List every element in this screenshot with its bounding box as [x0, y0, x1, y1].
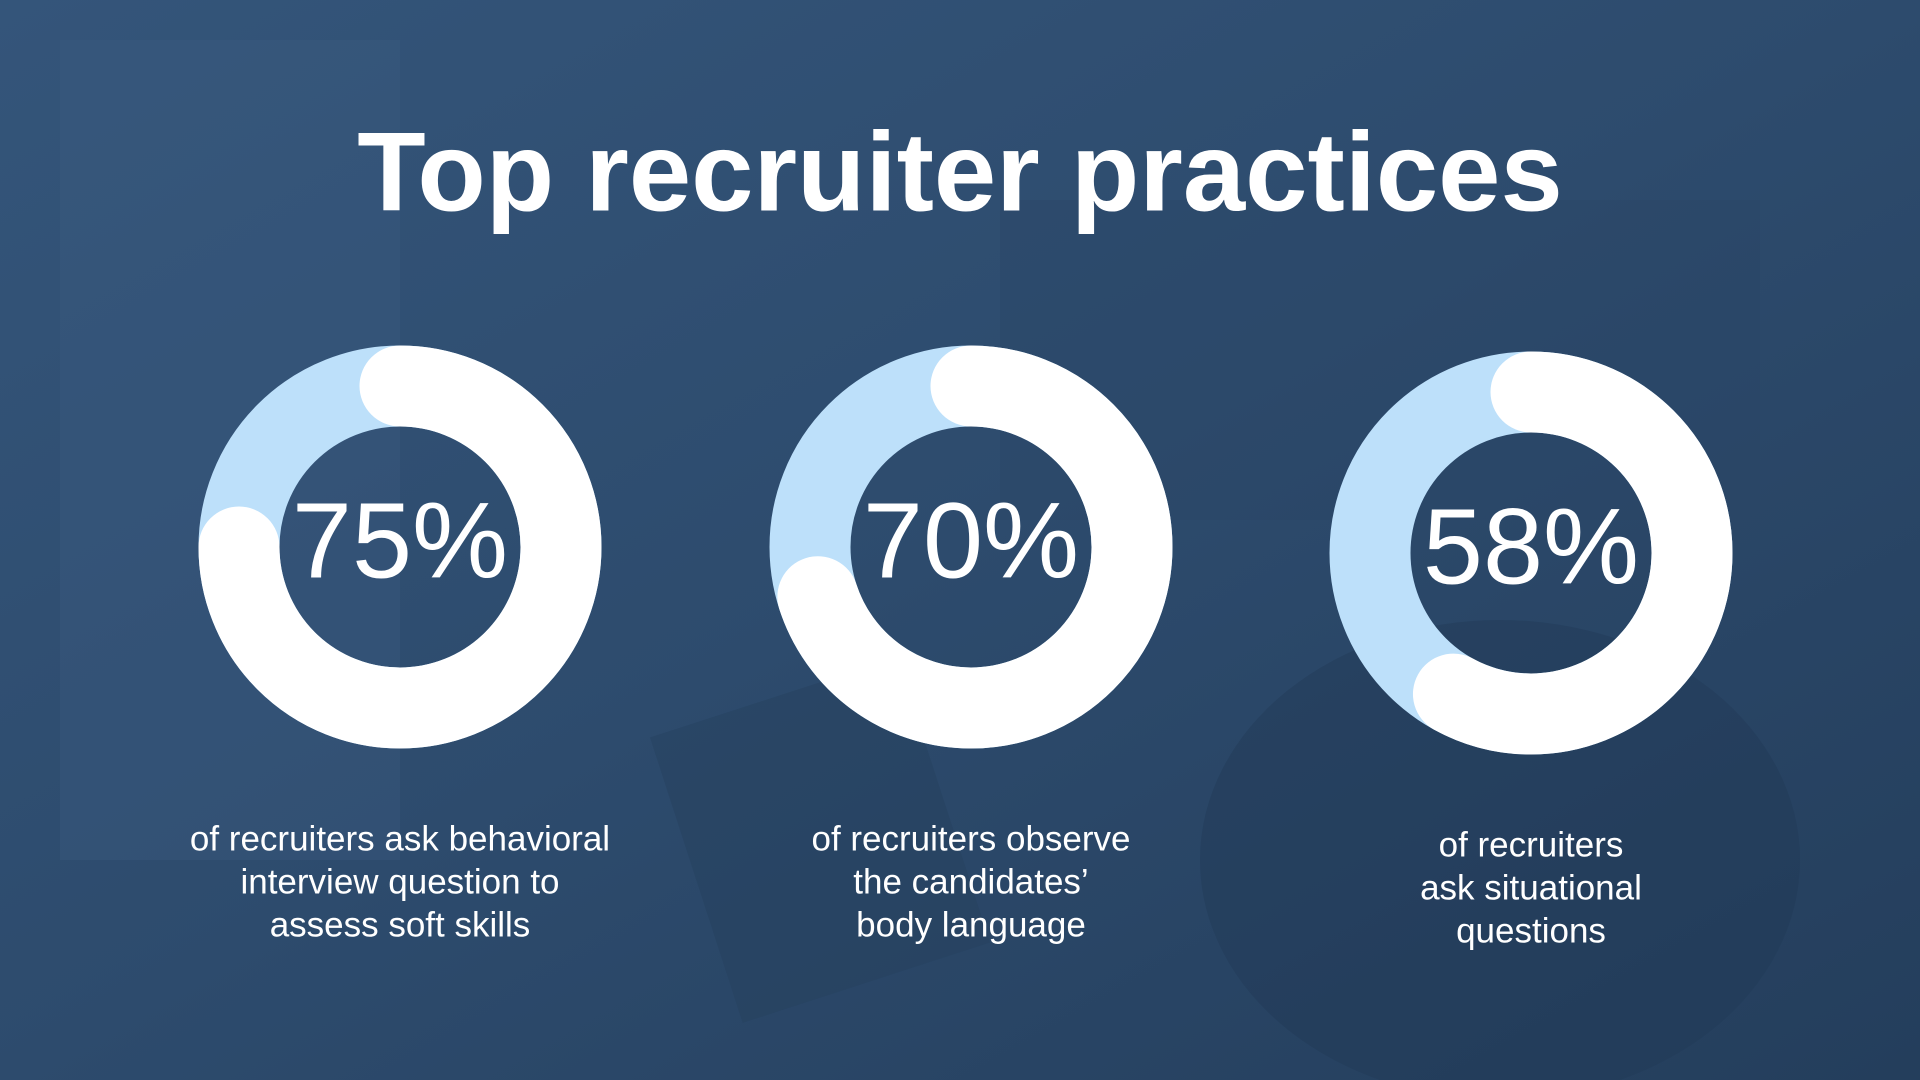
value-label: 58%: [1423, 486, 1639, 607]
donut-arc: [769, 345, 1173, 749]
donut-arc: [198, 345, 602, 749]
caption-line: interview question to: [240, 862, 559, 901]
background-shape: [650, 657, 990, 1023]
title: Top recruiter practices: [357, 110, 1562, 235]
value-label: 70%: [863, 480, 1079, 601]
caption-line: of recruiters: [1439, 825, 1624, 864]
donut-arc: [1329, 351, 1733, 755]
caption-line: the candidates’: [853, 862, 1088, 901]
caption-line: body language: [856, 905, 1086, 944]
caption-line: questions: [1456, 911, 1606, 950]
caption-line: of recruiters ask behavioral: [190, 819, 610, 858]
background-shape: [1200, 620, 1800, 1080]
caption-line: ask situational: [1420, 868, 1642, 907]
value-label: 75%: [292, 480, 508, 601]
caption-line: of recruiters observe: [811, 819, 1130, 858]
caption-line: assess soft skills: [270, 905, 531, 944]
